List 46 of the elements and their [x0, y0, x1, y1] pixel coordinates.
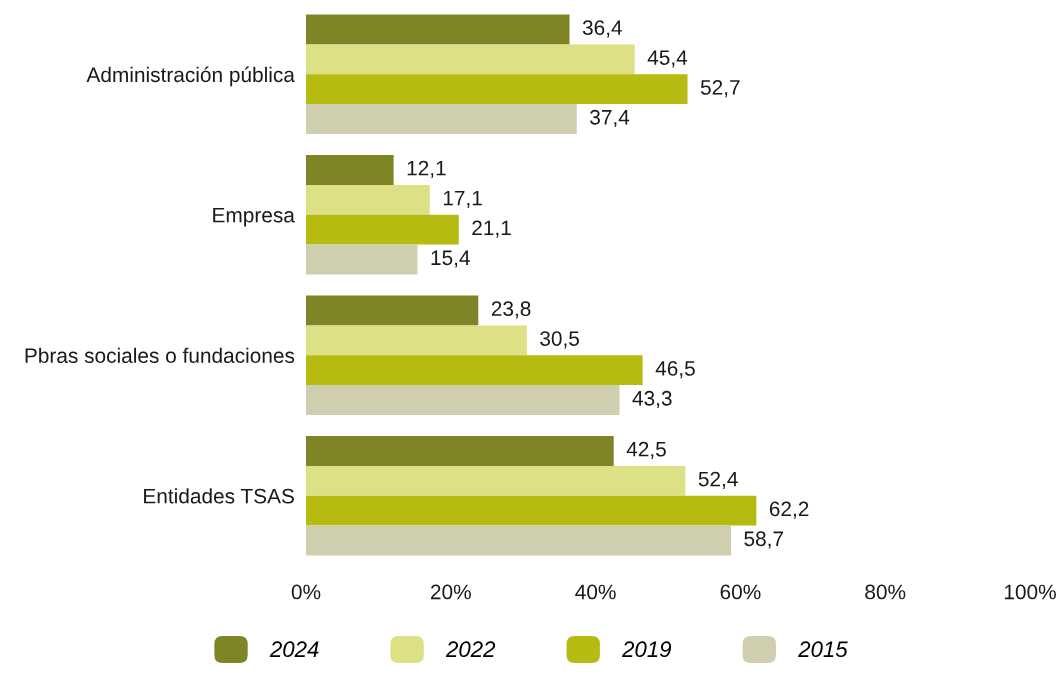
data-label: 46,5: [655, 361, 695, 379]
x-tick-label: 20%: [431, 584, 471, 600]
data-label: 15,4: [431, 250, 470, 268]
bar: [306, 184, 430, 215]
bar: [306, 14, 570, 45]
data-label: 36,4: [582, 20, 622, 38]
x-tick-label: 100%: [1004, 584, 1056, 600]
legend-label: 2024: [269, 641, 319, 658]
bar: [306, 295, 479, 326]
data-label: 37,4: [590, 109, 630, 128]
data-label: 42,5: [626, 441, 666, 460]
legend-label: 2019: [621, 641, 672, 658]
bar: [306, 44, 635, 75]
data-label: 12,1: [407, 160, 446, 179]
data-label: 43,3: [632, 390, 672, 409]
bar: [306, 244, 418, 275]
data-label: 52,7: [700, 80, 740, 98]
data-label: 45,4: [647, 50, 688, 68]
x-tick-label: 80%: [865, 584, 906, 600]
legend-label: 2015: [798, 641, 848, 658]
bar: [306, 355, 643, 386]
bar: [306, 214, 459, 245]
data-label: 30,5: [540, 331, 579, 349]
bar: [306, 465, 686, 496]
legend-label: 2022: [445, 641, 496, 658]
x-tick-label: 40%: [575, 584, 616, 600]
data-label: 62,2: [769, 501, 809, 519]
x-tick-label: 60%: [720, 584, 761, 600]
bar: [306, 155, 394, 185]
bar: [306, 385, 620, 415]
data-label: 21,1: [472, 220, 511, 238]
data-label: 58,7: [744, 531, 783, 549]
bar: [306, 325, 527, 356]
y-tick-label: Empresa: [213, 207, 295, 227]
y-tick-label: Pbras sociales o fundaciones: [25, 347, 295, 363]
data-label: 23,8: [491, 301, 531, 319]
bar: [306, 104, 577, 134]
bar: [306, 74, 688, 105]
data-label: 52,4: [698, 471, 738, 489]
bar: [306, 525, 731, 556]
y-tick-label: Administración pública: [86, 66, 295, 87]
bar: [306, 495, 757, 526]
bar: [306, 436, 614, 466]
data-label: 17,1: [443, 190, 482, 208]
x-tick-label: 0%: [291, 584, 321, 600]
y-tick-label: Entidades TSAS: [144, 488, 294, 504]
